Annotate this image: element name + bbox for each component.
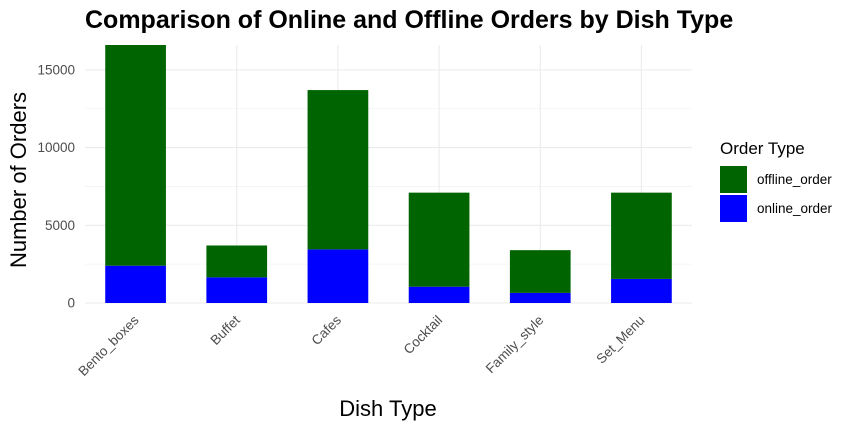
x-tick-label: Cocktail — [401, 313, 446, 358]
bar-offline_order-Buffet — [206, 245, 268, 278]
chart-title: Comparison of Online and Offline Orders … — [85, 6, 733, 34]
bar-offline_order-Cocktail — [408, 192, 470, 287]
grid — [85, 45, 692, 304]
bar-online_order-Buffet — [206, 277, 268, 303]
bar-offline_order-Bento_boxes — [105, 45, 166, 266]
bar-online_order-Set_Menu — [611, 278, 672, 303]
legend: Order Type offline_order online_order — [720, 139, 833, 222]
bar-online_order-Family_style — [509, 292, 571, 303]
legend-title: Order Type — [720, 139, 805, 158]
bar-online_order-Bento_boxes — [105, 265, 166, 303]
legend-swatch-online_order — [720, 195, 747, 222]
y-axis-title: Number of Orders — [6, 92, 31, 268]
bar-offline_order-Family_style — [509, 250, 571, 293]
legend-swatch-offline_order — [720, 166, 747, 193]
x-tick-label: Bento_boxes — [75, 312, 142, 379]
x-tick-label: Cafes — [308, 312, 344, 348]
y-tick-label: 5000 — [45, 218, 75, 233]
y-axis-ticks: 0 5000 10000 15000 — [37, 62, 75, 310]
y-tick-label: 10000 — [37, 140, 75, 155]
legend-label-online_order: online_order — [757, 201, 833, 216]
x-tick-label: Family_style — [483, 313, 547, 377]
bar-offline_order-Set_Menu — [611, 192, 672, 279]
bar-offline_order-Cafes — [307, 90, 369, 250]
bars — [105, 45, 672, 303]
x-axis-ticks: Bento_boxes Buffet Cafes Cocktail Family_sty… — [75, 312, 647, 379]
y-tick-label: 15000 — [37, 62, 75, 77]
y-tick-label: 0 — [67, 296, 75, 311]
x-tick-label: Set_Menu — [593, 313, 647, 367]
x-tick-label: Buffet — [207, 312, 243, 348]
bar-online_order-Cocktail — [408, 286, 470, 303]
legend-label-offline_order: offline_order — [757, 172, 832, 187]
x-axis-title: Dish Type — [339, 396, 436, 421]
bar-online_order-Cafes — [307, 249, 369, 303]
